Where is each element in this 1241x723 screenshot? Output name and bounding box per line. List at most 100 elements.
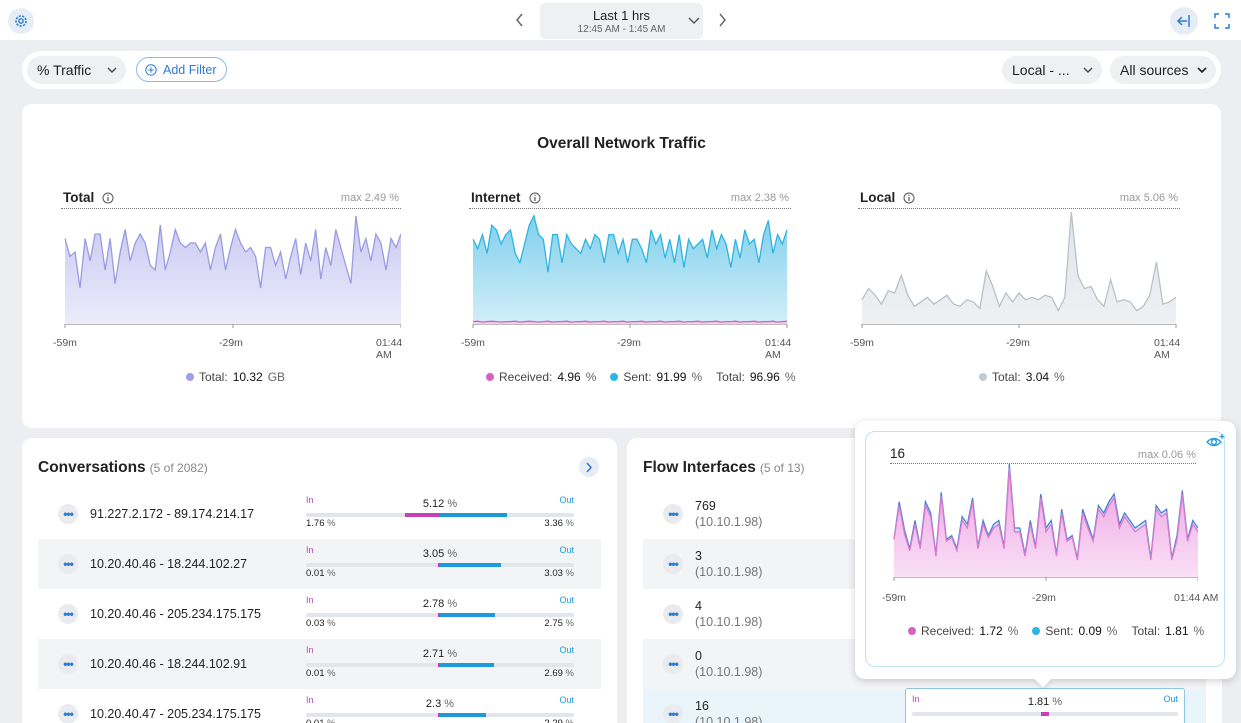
out-label: Out (1163, 694, 1178, 704)
chevron-left-icon[interactable] (510, 10, 530, 30)
x-tick: -29m (617, 337, 641, 349)
legend-value: 3.04 (1025, 370, 1050, 384)
series-line (64, 215, 401, 289)
interface-name: 3 (695, 549, 702, 563)
in-value-text: 0.01 (306, 568, 325, 579)
more-options-button[interactable]: ••• (663, 504, 683, 524)
metric-select[interactable]: % Traffic (27, 56, 126, 84)
interface-label: 769 (10.10.1.98) (695, 498, 762, 530)
info-icon[interactable] (102, 192, 114, 204)
x-tick: -29m (1006, 337, 1030, 349)
out-value-text: 2.29 (544, 718, 563, 723)
table-row[interactable]: ••• 10.20.40.46 - 205.234.175.175 In Out 2.7… (38, 589, 601, 639)
traffic-bar[interactable]: In Out 2.78 % 0.03 % 2.75 % (306, 589, 574, 639)
add-filter-button[interactable]: Add Filter (136, 57, 227, 82)
out-value-text: 3.36 (544, 518, 563, 529)
time-range-selector[interactable]: Last 1 hrs 12:45 AM - 1:45 AM (540, 3, 703, 39)
table-row[interactable]: ••• 10.20.40.47 - 205.234.175.175 In Out 2.3… (38, 689, 601, 723)
legend-unit: % (585, 370, 597, 384)
eye-plus-icon[interactable] (1206, 433, 1226, 454)
in-value-text: 1.76 (306, 518, 325, 529)
traffic-bar[interactable]: In Out 2.3 % 0.01 % 2.29 % (306, 689, 574, 723)
chevron-down-icon (107, 67, 117, 73)
table-row[interactable]: ••• 769 (10.10.1.98) (643, 489, 1206, 539)
chart-title: Local (860, 190, 896, 205)
legend-dot (610, 373, 619, 381)
x-tick: 01:44 AM (1154, 337, 1181, 361)
metric-select-label: % Traffic (37, 62, 92, 78)
scope-select[interactable]: Local - ... (1002, 56, 1102, 84)
table-row[interactable]: ••• 10.20.40.46 - 18.244.102.27 In Out 3.05 … (38, 539, 601, 589)
series-line (861, 211, 1177, 313)
more-options-button[interactable]: ••• (663, 704, 683, 723)
more-options-button[interactable]: ••• (58, 604, 78, 624)
local-chart: Local max 5.06 % -59m -29m 01:44 AM Tota… (850, 190, 1181, 394)
chevron-right-icon[interactable] (712, 10, 732, 30)
legend-dot (1032, 627, 1041, 635)
bar-total: 2.78 % (422, 598, 458, 610)
out-value: 3.03 % (544, 568, 574, 579)
legend-label: Total: (992, 370, 1021, 384)
bar-in-fill (438, 613, 440, 617)
interface-name: 16 (695, 699, 709, 713)
interface-label: 16 (10.10.1.98) (695, 698, 762, 723)
more-options-button[interactable]: ••• (58, 504, 78, 524)
series-area (894, 467, 1198, 577)
legend-value: 10.32 (232, 370, 263, 384)
bar-total-value: 3.05 (422, 548, 445, 560)
local-area-chart (861, 211, 1177, 328)
more-options-button[interactable]: ••• (663, 604, 683, 624)
bar-track (912, 712, 1178, 716)
max-line (61, 208, 401, 209)
chevron-down-icon (688, 12, 700, 30)
table-row[interactable]: ••• 91.227.2.172 - 89.174.214.17 In Out 5.12… (38, 489, 601, 539)
time-range-label: Last 1 hrs (592, 8, 651, 23)
traffic-bar[interactable]: In Out 3.05 % 0.01 % 3.03 % (306, 539, 574, 589)
collapse-left-icon[interactable] (1170, 7, 1198, 35)
legend-value: 91.99 (656, 370, 687, 384)
chevron-down-icon (1083, 67, 1093, 73)
legend-unit: GB (267, 370, 286, 384)
info-icon[interactable] (529, 192, 541, 204)
internet-chart: Internet max 2.38 % -59m -29m 01:44 AM R… (461, 190, 796, 394)
series-area (862, 212, 1176, 324)
chevron-right-icon[interactable] (579, 457, 599, 477)
interface-name: 0 (695, 649, 702, 663)
info-icon[interactable] (903, 192, 915, 204)
top-bar: Last 1 hrs 12:45 AM - 1:45 AM (0, 0, 1241, 40)
gear-icon[interactable] (8, 8, 34, 34)
table-row[interactable]: ••• 4 (10.10.1.98) (643, 589, 1206, 639)
out-label: Out (559, 545, 574, 555)
interface-label: 0 (10.10.1.98) (695, 648, 762, 680)
conversation-label: 10.20.40.46 - 205.234.175.175 (90, 607, 261, 621)
legend-label: Received: (499, 370, 553, 384)
traffic-bar[interactable]: In Out 5.12 % 1.76 % 3.36 % (306, 489, 574, 539)
more-options-button[interactable]: ••• (58, 554, 78, 574)
in-value: 0.01 % (306, 718, 336, 723)
bar-total-value: 5.12 (422, 498, 445, 510)
conversation-label: 10.20.40.46 - 18.244.102.91 (90, 657, 248, 671)
more-options-button[interactable]: ••• (663, 654, 683, 674)
out-label: Out (559, 595, 574, 605)
panel-subtitle: (5 of 13) (759, 461, 805, 475)
chart-max-label: max 2.38 % (730, 192, 789, 204)
table-row[interactable]: ••• 10.20.40.46 - 18.244.102.91 In Out 2.71 … (38, 639, 601, 689)
more-options-button[interactable]: ••• (58, 654, 78, 674)
add-filter-label: Add Filter (163, 62, 217, 77)
legend-unit: % (1106, 624, 1118, 638)
bar-out-fill (440, 713, 486, 717)
legend-unit: % (1054, 370, 1065, 384)
time-range-sub: 12:45 AM - 1:45 AM (577, 24, 666, 35)
more-options-button[interactable]: ••• (58, 704, 78, 723)
in-label: In (306, 695, 314, 705)
overall-traffic-title: Overall Network Traffic (537, 135, 706, 152)
more-options-button[interactable]: ••• (663, 554, 683, 574)
bar-track (306, 563, 574, 567)
sources-select[interactable]: All sources (1110, 56, 1216, 84)
fullscreen-icon[interactable] (1208, 7, 1236, 35)
conversation-label: 91.227.2.172 - 89.174.214.17 (90, 507, 255, 521)
traffic-bar[interactable]: In Out 2.71 % 0.01 % 2.69 % (306, 639, 574, 689)
in-label: In (912, 694, 920, 704)
interface-16-bar[interactable]: In Out 1.81 % (905, 688, 1185, 723)
max-line (469, 208, 791, 209)
